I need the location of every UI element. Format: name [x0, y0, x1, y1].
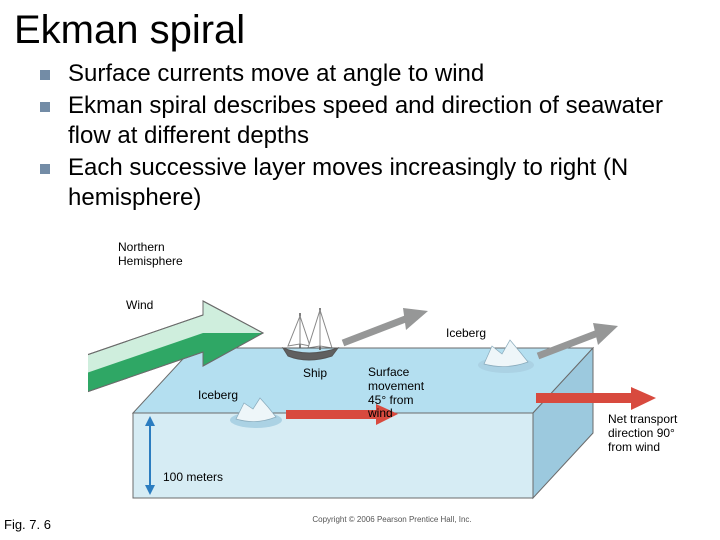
wind-label: Wind: [126, 298, 153, 312]
figure-label: Fig. 7. 6: [4, 517, 51, 532]
bullet-text: Each successive layer moves increasingly…: [68, 153, 700, 213]
bullet-marker-icon: [40, 164, 50, 174]
hemisphere-label: Northern Hemisphere: [118, 240, 183, 268]
surface-movement-label: Surface movement 45° from wind: [368, 366, 424, 421]
bullet-item: Ekman spiral describes speed and directi…: [40, 91, 700, 151]
ekman-diagram: Northern Hemisphere Wind Iceberg Ship Ic…: [88, 238, 696, 526]
bullet-item: Surface currents move at angle to wind: [40, 59, 700, 89]
copyright-text: Copyright © 2006 Pearson Prentice Hall, …: [312, 515, 471, 524]
bullet-marker-icon: [40, 102, 50, 112]
slide-title: Ekman spiral: [0, 0, 720, 53]
iceberg-left-label: Iceberg: [198, 388, 238, 402]
net-transport-label: Net transport direction 90° from wind: [608, 413, 677, 454]
iceberg-right-label: Iceberg: [446, 326, 486, 340]
bullet-text: Ekman spiral describes speed and directi…: [68, 91, 700, 151]
ship-label: Ship: [303, 366, 327, 380]
ship-arrow-icon: [343, 308, 428, 343]
bullet-text: Surface currents move at angle to wind: [68, 59, 484, 89]
bullet-item: Each successive layer moves increasingly…: [40, 153, 700, 213]
depth-label: 100 meters: [163, 470, 223, 484]
ocean-front-face: [133, 413, 533, 498]
bullet-list: Surface currents move at angle to wind E…: [0, 53, 720, 213]
bullet-marker-icon: [40, 70, 50, 80]
